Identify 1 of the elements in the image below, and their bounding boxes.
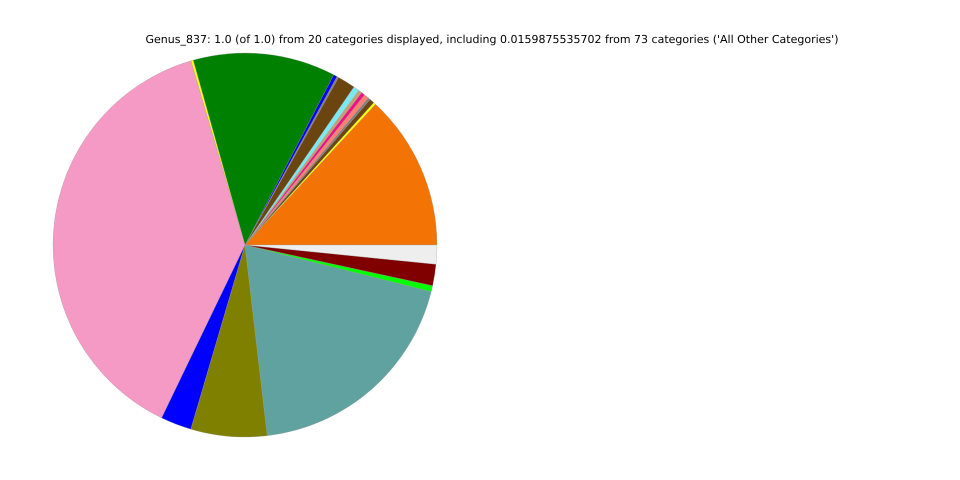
text: Genus_837: 1.0 (of 1.0) from 20 categories displayed, including 0.0159875535702 from 73 categories ('All Other Categories') bbox=[146, 33, 838, 46]
